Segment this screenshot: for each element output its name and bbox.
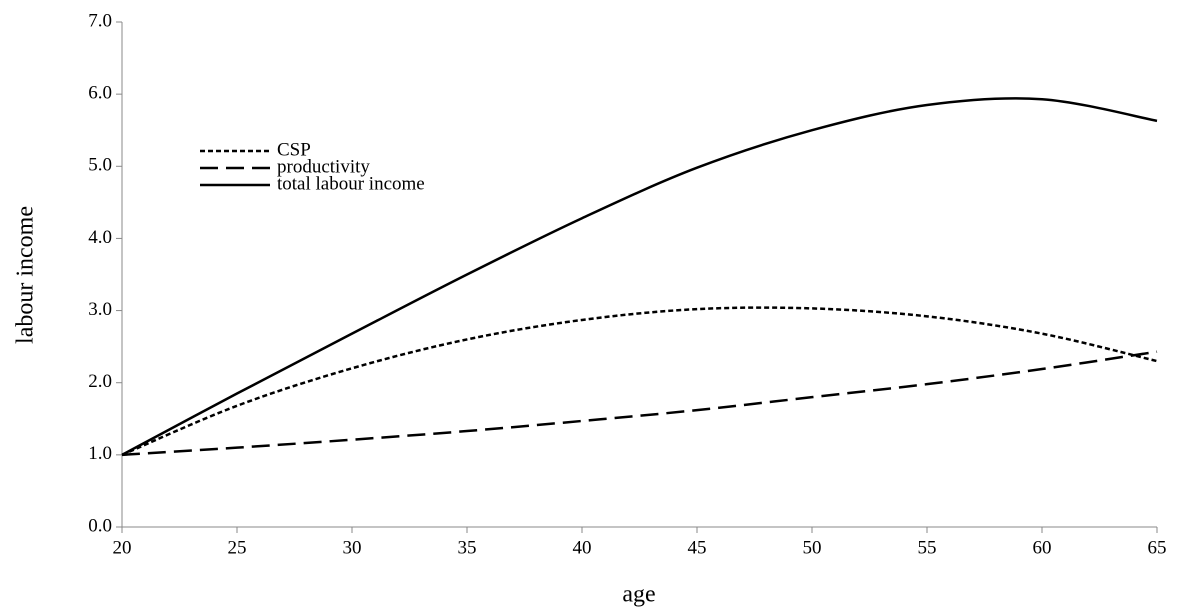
y-tick-label: 3.0: [88, 299, 112, 320]
x-tick-label: 30: [343, 537, 362, 558]
x-tick-label: 35: [458, 537, 477, 558]
y-tick-label: 1.0: [88, 443, 112, 464]
line-series: [121, 97, 1158, 456]
x-tick-label: 60: [1033, 537, 1052, 558]
line-series: [121, 350, 1158, 457]
x-tick-label: 20: [113, 537, 132, 558]
y-tick-label: 6.0: [88, 83, 112, 104]
legend-label: CSP: [277, 139, 311, 160]
x-tick-label: 45: [688, 537, 707, 558]
y-tick-label: 5.0: [88, 155, 112, 176]
y-tick-label: 2.0: [88, 371, 112, 392]
x-tick-label: 65: [1148, 537, 1167, 558]
y-axis-title: labour income: [13, 206, 39, 344]
y-tick-label: 0.0: [88, 515, 112, 536]
legend-label: total labour income: [277, 173, 425, 194]
y-tick-label: 7.0: [88, 10, 112, 31]
x-tick-label: 40: [573, 537, 592, 558]
x-tick-label: 50: [803, 537, 822, 558]
line-series: [121, 306, 1158, 457]
x-tick-label: 55: [918, 537, 937, 558]
x-axis-title: age: [622, 582, 655, 608]
legend-label: productivity: [277, 156, 370, 177]
y-tick-label: 4.0: [88, 227, 112, 248]
x-tick-label: 25: [228, 537, 247, 558]
